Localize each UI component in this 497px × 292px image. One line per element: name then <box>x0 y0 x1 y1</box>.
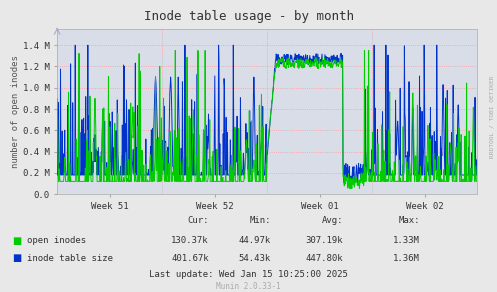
Text: 44.97k: 44.97k <box>239 237 271 245</box>
Text: Inode table usage - by month: Inode table usage - by month <box>144 10 353 23</box>
Text: 54.43k: 54.43k <box>239 254 271 263</box>
Text: 307.19k: 307.19k <box>305 237 343 245</box>
Y-axis label: number of open inodes: number of open inodes <box>11 55 20 168</box>
Text: Munin 2.0.33-1: Munin 2.0.33-1 <box>216 282 281 291</box>
Text: Last update: Wed Jan 15 10:25:00 2025: Last update: Wed Jan 15 10:25:00 2025 <box>149 270 348 279</box>
Text: 1.36M: 1.36M <box>393 254 420 263</box>
Text: 447.80k: 447.80k <box>305 254 343 263</box>
Text: 1.33M: 1.33M <box>393 237 420 245</box>
Text: RRDTOOL / TOBI OETIKER: RRDTOOL / TOBI OETIKER <box>490 76 495 158</box>
Text: Cur:: Cur: <box>187 216 209 225</box>
Text: open inodes: open inodes <box>27 237 86 245</box>
Text: ■: ■ <box>12 236 22 246</box>
Text: 130.37k: 130.37k <box>171 237 209 245</box>
Text: ■: ■ <box>12 253 22 263</box>
Text: Max:: Max: <box>399 216 420 225</box>
Text: 401.67k: 401.67k <box>171 254 209 263</box>
Text: Min:: Min: <box>249 216 271 225</box>
Text: inode table size: inode table size <box>27 254 113 263</box>
Text: Avg:: Avg: <box>322 216 343 225</box>
